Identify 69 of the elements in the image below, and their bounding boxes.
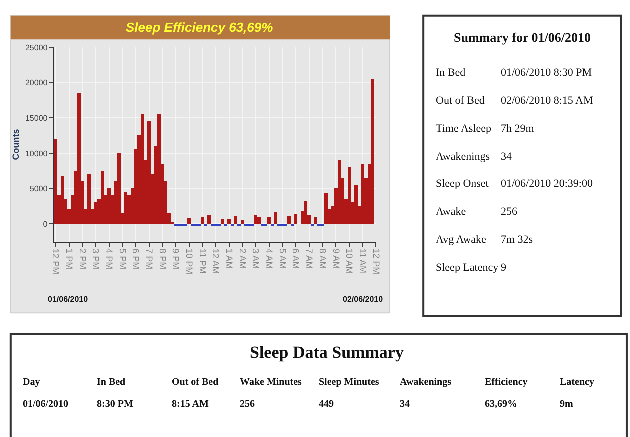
text: 34 (400, 399, 410, 410)
x-tick-label: 4 AM (264, 248, 275, 270)
text: Sleep Data Summary (250, 343, 404, 362)
category-label: Sleep Minutes (319, 377, 380, 388)
x-tick-label: 7 AM (304, 248, 315, 270)
text: Out of Bed (436, 95, 486, 107)
x-tick-label: 11 PM (198, 248, 208, 274)
text: 8:30 PM (97, 399, 134, 410)
x-tick-label: 5 PM (118, 248, 128, 270)
text: 256 (501, 206, 518, 218)
x-tick-label: 12 PM (371, 248, 382, 275)
category-label: Wake Minutes (240, 377, 302, 388)
x-tick-label: 10 PM (184, 248, 194, 275)
text: 7m 32s (501, 234, 534, 246)
x-tick-label: 5 AM (278, 248, 288, 270)
x-tick-label: 4 PM (104, 248, 114, 270)
text: 7h 29m (501, 123, 535, 135)
category-label: Efficiency (485, 377, 528, 388)
x-tick-label: 1 PM (64, 248, 74, 270)
y-tick-label: 0 (43, 220, 48, 229)
y-tick-label: 15000 (25, 114, 48, 124)
text: 01/06/2010 (48, 295, 89, 304)
text: Sleep Onset (436, 178, 489, 190)
text: 34 (501, 151, 512, 163)
text: Avg Awake (436, 234, 487, 246)
text: 9 (501, 262, 507, 274)
category-label: Latency (560, 377, 594, 388)
text: 02/06/2010 (343, 295, 384, 304)
text: 01/06/2010 (23, 399, 69, 410)
x-tick-label: 1 AM (224, 248, 235, 270)
x-tick-label: 2 AM (238, 248, 248, 270)
category-label: In Bed (97, 377, 126, 388)
text: Awakenings (436, 151, 490, 163)
y-tick-label: 10000 (25, 149, 48, 158)
text: 256 (240, 399, 255, 410)
y-tick-label: 25000 (25, 43, 48, 52)
category-label: Awakenings (400, 377, 452, 388)
x-tick-label: 8 PM (158, 248, 168, 270)
chart-title: Sleep Efficiency 63,69% (126, 20, 274, 35)
x-tick-label: 10 AM (344, 248, 355, 274)
text: 01/06/2010 20:39:00 (501, 178, 594, 190)
text: 63,69% (485, 399, 518, 410)
y-tick-label: 20000 (25, 78, 48, 88)
x-tick-label: 7 PM (144, 248, 154, 270)
text: 02/06/2010 8:15 AM (501, 95, 594, 107)
category-label: Out of Bed (172, 377, 220, 388)
x-tick-label: 2 PM (78, 248, 88, 270)
text: Sleep Latency (436, 262, 500, 274)
text: 449 (319, 399, 334, 410)
x-tick-label: 12 PM (51, 248, 62, 275)
text: In Bed (436, 67, 466, 79)
text: 9m (560, 399, 574, 410)
x-tick-label: 11 AM (358, 248, 368, 274)
category-label: Day (23, 377, 40, 388)
x-tick-label: 8 AM (318, 248, 328, 270)
x-tick-label: 9 PM (171, 248, 182, 270)
y-axis-title: Counts (10, 129, 21, 160)
x-tick-label: 3 PM (91, 248, 102, 270)
x-tick-label: 6 AM (291, 248, 302, 270)
text: Summary for 01/06/2010 (454, 30, 591, 45)
x-tick-label: 6 PM (131, 248, 142, 270)
text: 8:15 AM (172, 399, 210, 410)
x-tick-label: 12 AM (211, 248, 222, 274)
y-tick-label: 5000 (30, 184, 48, 194)
x-tick-label: 3 AM (251, 248, 262, 270)
text: Awake (436, 206, 466, 218)
text: Time Asleep (436, 123, 492, 135)
x-tick-label: 9 AM (331, 248, 342, 270)
text: 01/06/2010 8:30 PM (501, 67, 592, 79)
